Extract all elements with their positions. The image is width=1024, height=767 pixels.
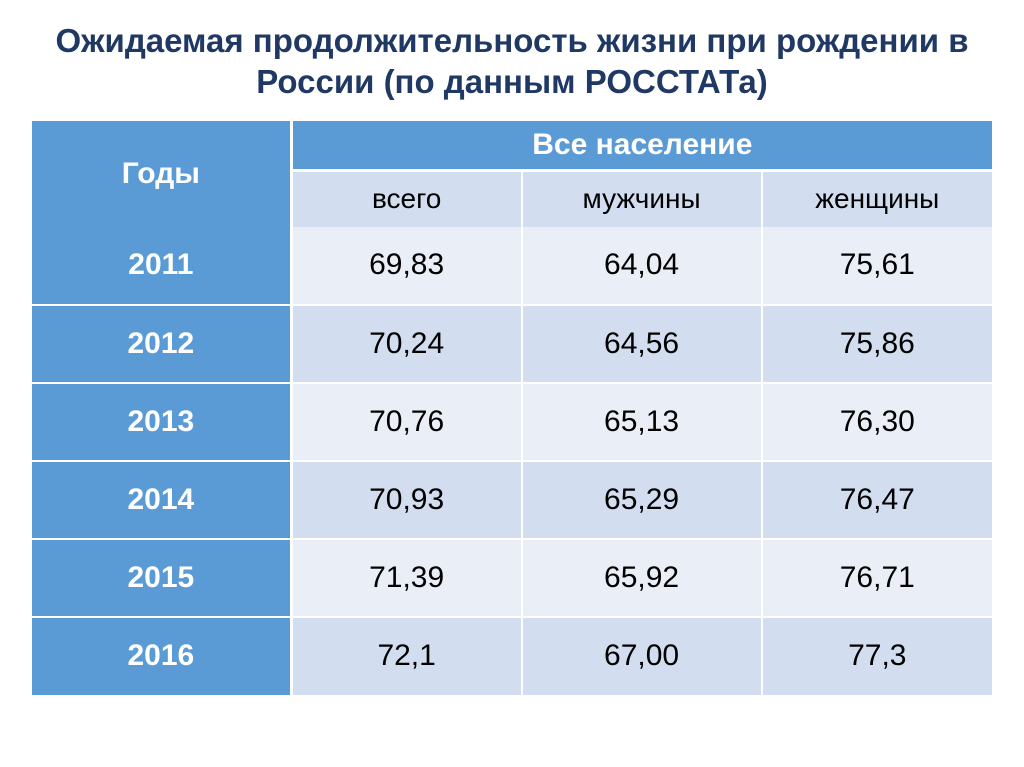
value-cell-total: 70,24	[291, 305, 521, 383]
value-cell-women: 75,86	[762, 305, 992, 383]
col-years-header: Годы	[32, 121, 291, 227]
table-row: 201672,167,0077,3	[32, 617, 992, 695]
value-cell-women: 76,30	[762, 383, 992, 461]
table-body: 201169,8364,0475,61201270,2464,5675,8620…	[32, 227, 992, 695]
col-men-header: мужчины	[522, 171, 762, 227]
col-total-header: всего	[291, 171, 521, 227]
value-cell-men: 67,00	[522, 617, 762, 695]
value-cell-men: 64,04	[522, 227, 762, 305]
value-cell-women: 76,71	[762, 539, 992, 617]
value-cell-men: 65,92	[522, 539, 762, 617]
table-row: 201270,2464,5675,86	[32, 305, 992, 383]
table-row: 201169,8364,0475,61	[32, 227, 992, 305]
year-cell: 2011	[32, 227, 291, 305]
value-cell-men: 65,13	[522, 383, 762, 461]
value-cell-women: 77,3	[762, 617, 992, 695]
col-population-header: Все население	[291, 121, 992, 171]
col-women-header: женщины	[762, 171, 992, 227]
page-title: Ожидаемая продолжительность жизни при ро…	[32, 20, 992, 103]
year-cell: 2016	[32, 617, 291, 695]
header-row-1: Годы Все население	[32, 121, 992, 171]
year-cell: 2012	[32, 305, 291, 383]
value-cell-total: 70,93	[291, 461, 521, 539]
table-row: 201370,7665,1376,30	[32, 383, 992, 461]
year-cell: 2015	[32, 539, 291, 617]
life-expectancy-table: Годы Все население всего мужчины женщины…	[32, 121, 992, 695]
year-cell: 2014	[32, 461, 291, 539]
value-cell-total: 72,1	[291, 617, 521, 695]
value-cell-total: 69,83	[291, 227, 521, 305]
value-cell-total: 71,39	[291, 539, 521, 617]
year-cell: 2013	[32, 383, 291, 461]
value-cell-women: 75,61	[762, 227, 992, 305]
value-cell-men: 65,29	[522, 461, 762, 539]
table-row: 201470,9365,2976,47	[32, 461, 992, 539]
table-row: 201571,3965,9276,71	[32, 539, 992, 617]
value-cell-women: 76,47	[762, 461, 992, 539]
value-cell-total: 70,76	[291, 383, 521, 461]
value-cell-men: 64,56	[522, 305, 762, 383]
